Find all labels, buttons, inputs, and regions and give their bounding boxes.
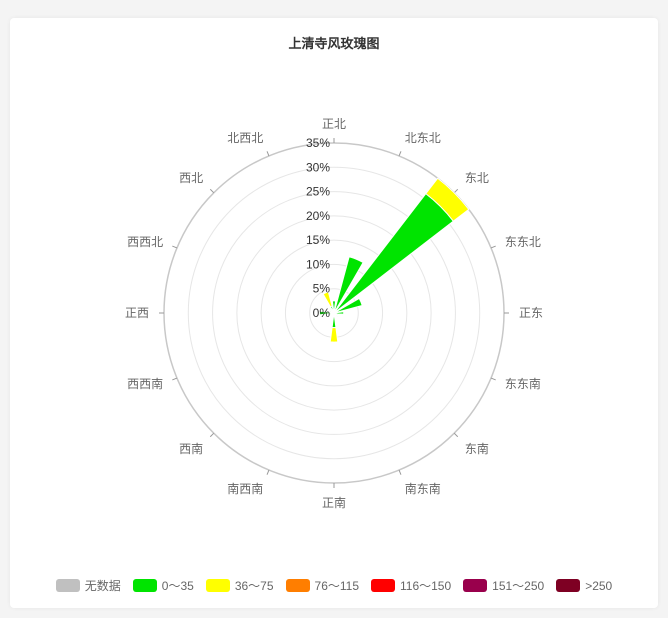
- rose-bar-segment[interactable]: [333, 192, 455, 314]
- legend-item[interactable]: 116～150: [371, 577, 451, 594]
- radial-tick-label: 0%: [313, 306, 331, 320]
- grid-circle: [212, 191, 456, 435]
- rose-bar-segment[interactable]: [318, 310, 335, 316]
- legend-swatch: [556, 579, 581, 592]
- angle-tick: [209, 188, 215, 194]
- legend-item[interactable]: 无数据: [55, 577, 121, 594]
- angle-tick: [490, 377, 496, 381]
- radial-tick-label: 25%: [306, 185, 330, 199]
- angle-tick: [266, 151, 270, 157]
- angle-tick: [266, 469, 270, 475]
- angle-tick: [398, 469, 402, 475]
- grid-circle: [236, 215, 432, 411]
- radial-tick-label: 5%: [313, 282, 331, 296]
- radial-tick-label: 15%: [306, 233, 330, 247]
- angle-tick: [453, 188, 459, 194]
- radial-tick-label: 30%: [306, 160, 330, 174]
- legend-label: 151～250: [492, 579, 545, 593]
- legend-swatch: [463, 579, 488, 592]
- rose-bar-segment[interactable]: [425, 177, 470, 222]
- direction-label: 正东: [519, 306, 543, 320]
- angle-tick: [172, 377, 178, 381]
- legend-label: 无数据: [84, 579, 121, 593]
- legend-item[interactable]: 76～115: [285, 577, 359, 594]
- rose-bar-segment[interactable]: [333, 311, 345, 315]
- grid-circle: [260, 239, 408, 387]
- legend-swatch: [55, 579, 80, 592]
- direction-label: 西南: [179, 441, 203, 456]
- direction-label: 北西北: [227, 131, 263, 145]
- legend-label: 116～150: [400, 579, 452, 593]
- rose-bar-segment[interactable]: [322, 291, 333, 308]
- direction-label: 东东北: [505, 235, 541, 249]
- direction-label: 正西: [125, 306, 149, 320]
- chart-title: 上清寺风玫瑰图: [288, 36, 380, 51]
- legend-swatch: [132, 579, 157, 592]
- grid-circle: [284, 263, 384, 363]
- direction-label: 东南: [465, 441, 489, 456]
- direction-label: 正北: [322, 117, 346, 131]
- legend-label: 76～115: [314, 579, 359, 593]
- legend: 无数据 0～35 36～75 76～115 116～150 151～250 >250: [10, 577, 658, 594]
- legend-item[interactable]: 0～35: [132, 577, 194, 594]
- legend-item[interactable]: >250: [556, 577, 612, 594]
- direction-label: 正南: [322, 495, 346, 510]
- wind-rose-chart: 0% 5% 10% 15% 20% 25% 30% 35% 正北北东北东北东东北正东东东南东南南…: [125, 117, 543, 510]
- direction-label: 南西南: [227, 481, 263, 496]
- radial-tick-label: 20%: [306, 209, 330, 223]
- direction-label: 东东南: [505, 376, 541, 391]
- rose-bar-segment[interactable]: [331, 300, 337, 314]
- rose-bar-segment[interactable]: [333, 256, 364, 314]
- legend-label: 36～75: [234, 579, 274, 593]
- angle-tick: [398, 151, 402, 157]
- chart-card: 上清寺风玫瑰图 0% 5% 10% 15% 20% 25% 30% 35% 正北北东北东北东东北…: [10, 18, 658, 608]
- rose-bar-segment[interactable]: [333, 297, 363, 314]
- angle-tick: [490, 245, 496, 249]
- direction-label: 东北: [465, 171, 489, 185]
- legend-item[interactable]: 151～250: [463, 577, 544, 594]
- rose-bar-segment[interactable]: [329, 326, 339, 343]
- grid-circle: [187, 166, 481, 460]
- legend-label: 0～35: [161, 579, 194, 593]
- legend-label: >250: [585, 578, 613, 593]
- angle-tick: [209, 432, 215, 438]
- radial-tick-label: 10%: [306, 257, 330, 271]
- legend-swatch: [285, 579, 310, 592]
- radial-tick-label: 35%: [306, 136, 330, 150]
- direction-label: 西北: [179, 171, 203, 185]
- direction-label: 西西南: [127, 376, 163, 391]
- angle-tick: [453, 432, 459, 438]
- legend-swatch: [205, 579, 230, 592]
- legend-swatch: [371, 579, 395, 592]
- direction-label: 西西北: [127, 235, 163, 249]
- direction-label: 南东南: [405, 481, 441, 496]
- legend-item[interactable]: 36～75: [205, 577, 274, 594]
- direction-label: 北东北: [405, 131, 441, 145]
- angle-tick: [172, 245, 178, 249]
